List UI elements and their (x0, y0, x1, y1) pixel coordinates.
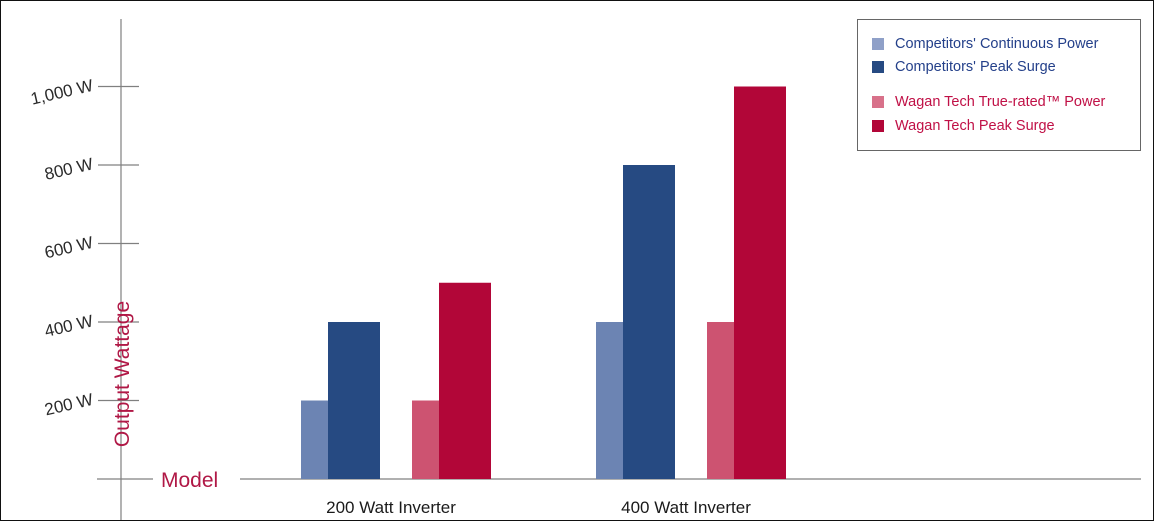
legend-item-competitors-continuous: Competitors' Continuous Power (872, 36, 1098, 52)
legend-label: Competitors' Peak Surge (895, 59, 1056, 75)
bar (439, 282, 491, 479)
y-tick-label: 600 W (43, 233, 95, 263)
legend-item-competitors-peak: Competitors' Peak Surge (872, 59, 1056, 75)
y-axis-title: Output Wattage (111, 301, 134, 447)
y-tick-label: 1,000 W (29, 76, 95, 109)
legend-label: Competitors' Continuous Power (895, 36, 1099, 52)
legend-swatch (872, 120, 884, 132)
bar (596, 322, 623, 479)
legend-item-wagan-true-rated: Wagan Tech True-rated™ Power (872, 94, 1105, 110)
x-tick-label: 200 Watt Inverter (326, 498, 456, 517)
legend-swatch (872, 61, 884, 73)
legend-swatch (872, 38, 884, 50)
legend-label: Wagan Tech True-rated™ Power (895, 94, 1106, 110)
bar (301, 400, 328, 479)
bar (734, 86, 786, 479)
x-axis-title: Model (161, 469, 218, 492)
bar (412, 400, 439, 479)
legend-label: Wagan Tech Peak Surge (895, 118, 1055, 134)
y-tick-label: 200 W (43, 390, 95, 420)
bar (623, 165, 675, 479)
x-tick-label: 400 Watt Inverter (621, 498, 751, 517)
y-tick-label: 400 W (43, 311, 95, 341)
bar (707, 322, 734, 479)
legend-swatch (872, 96, 884, 108)
legend: Competitors' Continuous Power Competitor… (857, 19, 1141, 151)
bar (328, 322, 380, 479)
legend-item-wagan-peak: Wagan Tech Peak Surge (872, 118, 1055, 134)
y-tick-label: 800 W (43, 154, 95, 184)
